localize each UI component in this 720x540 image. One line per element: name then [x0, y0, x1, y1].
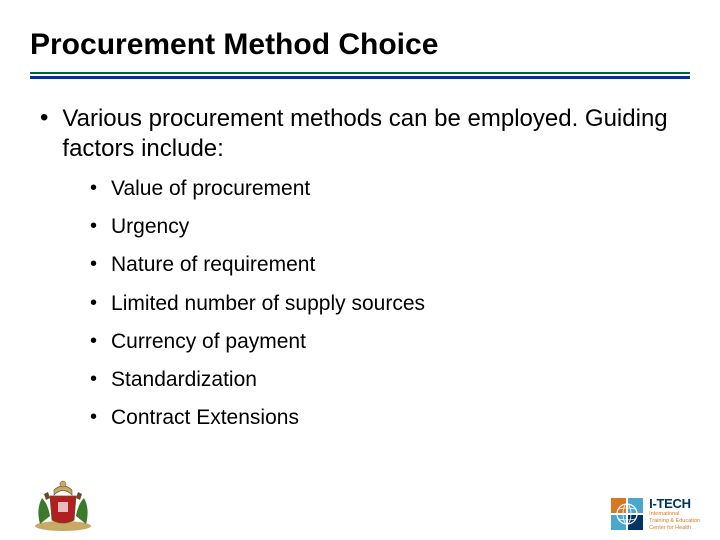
intro-bullet: • Various procurement methods can be emp…	[30, 104, 690, 164]
bullet-dot-icon: •	[90, 405, 97, 429]
list-item: • Urgency	[90, 214, 690, 239]
bullet-text: Currency of payment	[111, 329, 306, 354]
slide-footer: I-TECH International Training & Educatio…	[0, 470, 720, 532]
list-item: • Limited number of supply sources	[90, 291, 690, 316]
page-title: Procurement Method Choice	[30, 28, 690, 62]
bullet-dot-icon: •	[40, 104, 48, 133]
bullet-text: Value of procurement	[111, 176, 310, 201]
bullet-text: Limited number of supply sources	[111, 291, 425, 316]
bullet-dot-icon: •	[90, 214, 97, 238]
list-item: • Contract Extensions	[90, 405, 690, 430]
emblem-crest-icon	[28, 474, 98, 532]
divider-line-blue	[30, 76, 690, 79]
bullet-text: Contract Extensions	[111, 405, 299, 430]
intro-text: Various procurement methods can be emplo…	[62, 104, 690, 164]
bullet-dot-icon: •	[90, 252, 97, 276]
itech-tagline-1: International	[649, 511, 700, 517]
bullet-dot-icon: •	[90, 329, 97, 353]
title-divider	[30, 72, 690, 78]
list-item: • Nature of requirement	[90, 252, 690, 277]
itech-mark-icon	[609, 496, 645, 532]
list-item: • Currency of payment	[90, 329, 690, 354]
bullet-dot-icon: •	[90, 367, 97, 391]
bullet-dot-icon: •	[90, 291, 97, 315]
slide: Procurement Method Choice • Various proc…	[0, 0, 720, 540]
list-item: • Value of procurement	[90, 176, 690, 201]
itech-logo: I-TECH International Training & Educatio…	[609, 496, 700, 532]
itech-tagline-2: Training & Education	[649, 518, 700, 524]
bullet-dot-icon: •	[90, 176, 97, 200]
itech-text-block: I-TECH International Training & Educatio…	[649, 497, 700, 532]
itech-tagline-3: Center for Health	[649, 525, 700, 531]
bullet-text: Urgency	[111, 214, 189, 239]
bullet-text: Nature of requirement	[111, 252, 315, 277]
bullet-text: Standardization	[111, 367, 257, 392]
itech-name: I-TECH	[649, 497, 700, 510]
bullet-list: • Value of procurement • Urgency • Natur…	[30, 176, 690, 430]
list-item: • Standardization	[90, 367, 690, 392]
divider-line-green	[30, 72, 690, 74]
